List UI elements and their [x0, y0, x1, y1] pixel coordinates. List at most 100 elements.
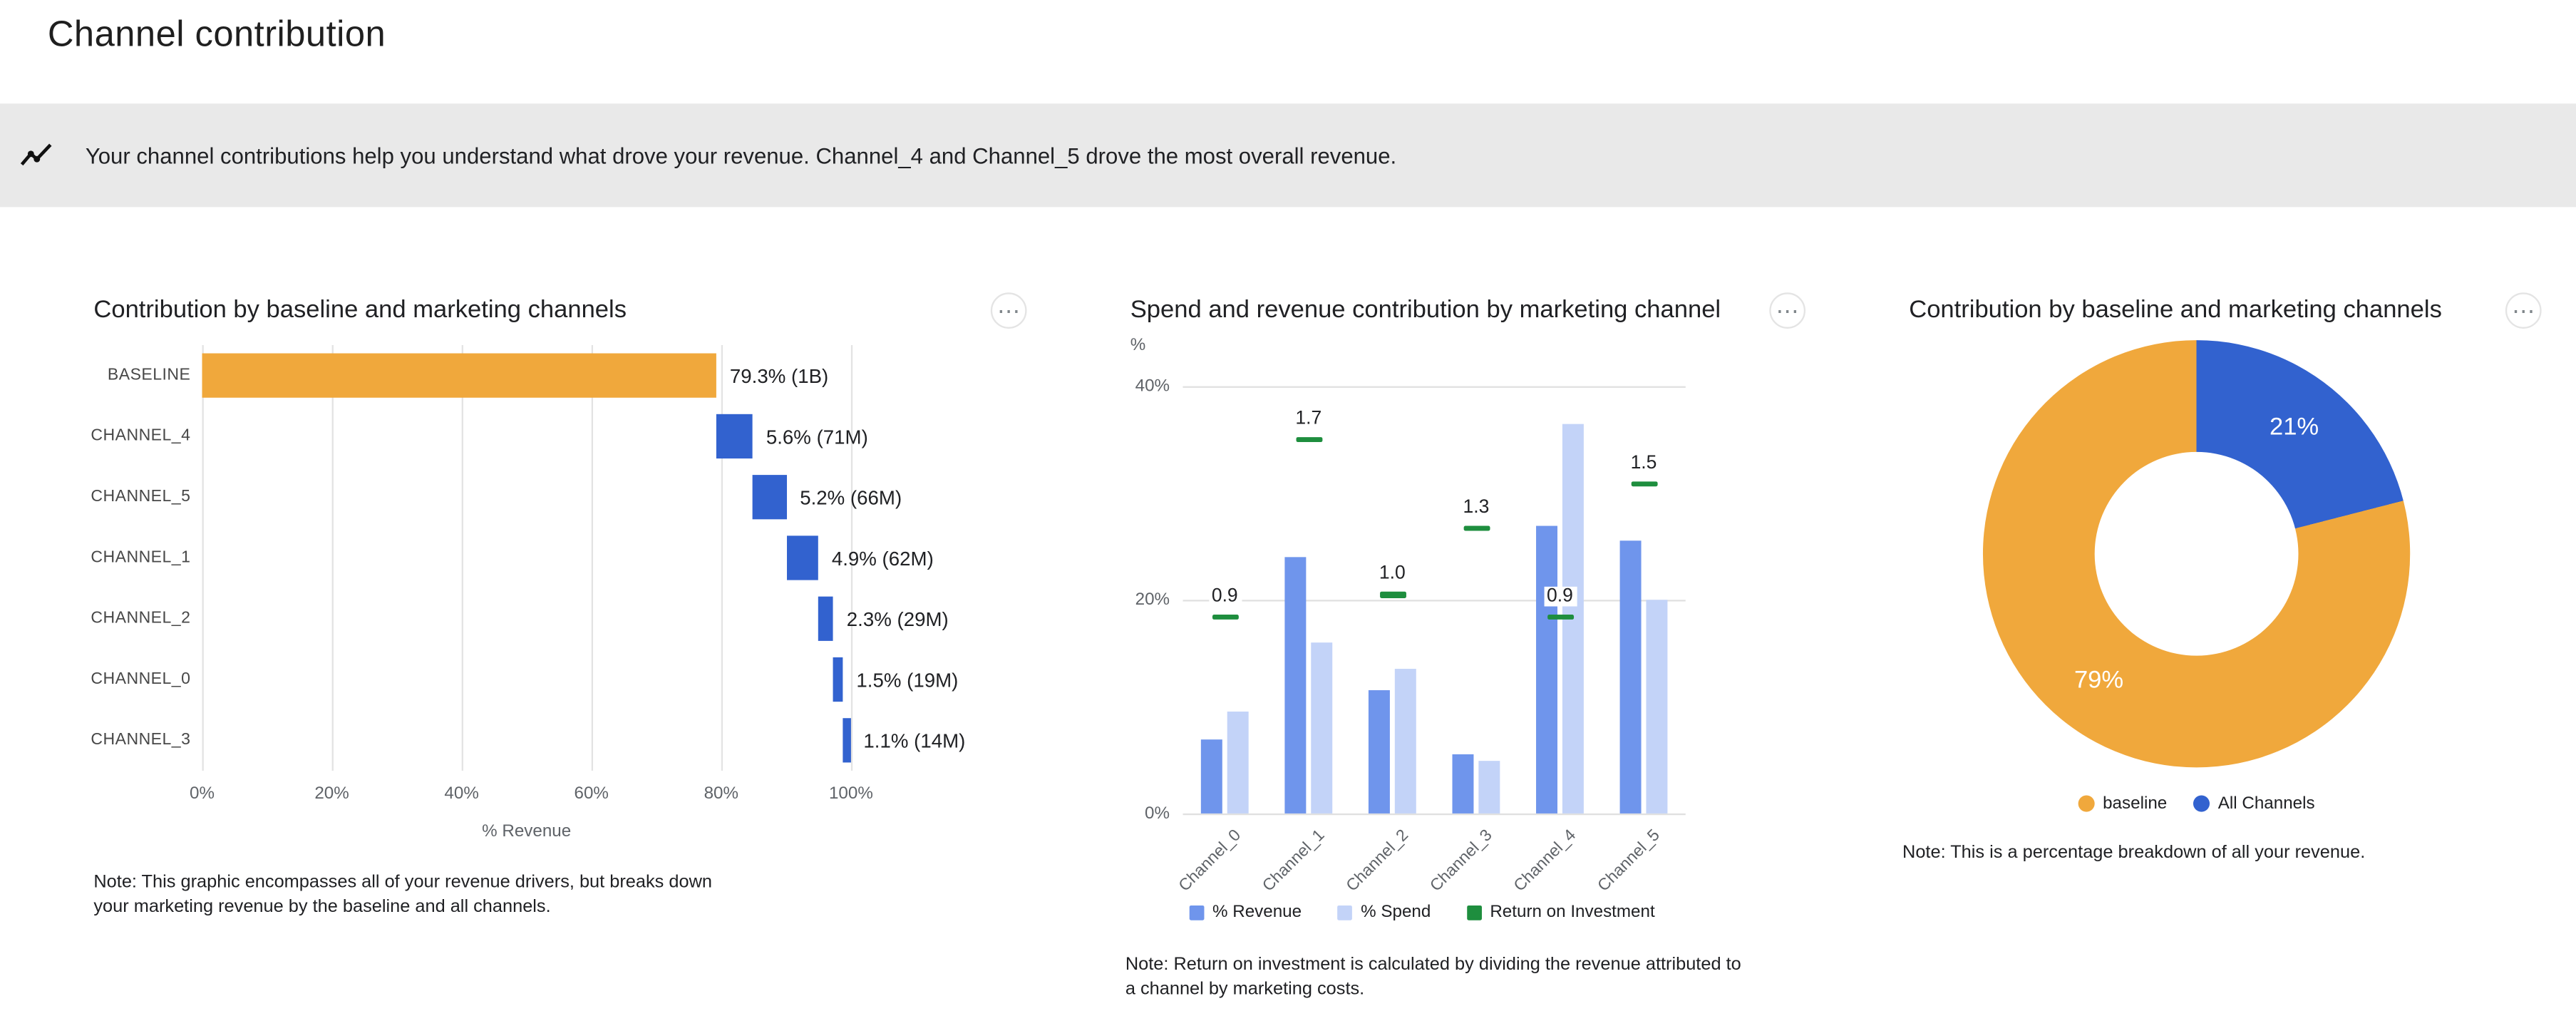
waterfall-bar: [753, 475, 787, 520]
legend-dot: [2078, 795, 2095, 812]
roi-value-label: 0.9: [1543, 585, 1577, 606]
more-horiz-icon: ⋯: [2512, 297, 2535, 323]
legend-item: baseline: [2078, 794, 2168, 814]
waterfall-x-tick-label: 60%: [574, 784, 609, 804]
grouped-gridline: [1183, 813, 1686, 816]
waterfall-gridline: [331, 345, 334, 771]
insight-banner-text: Your channel contributions help you unde…: [85, 143, 1397, 168]
roi-value-label: 1.3: [1459, 497, 1493, 517]
spend-revenue-legend: % Revenue % Spend Return on Investment: [1189, 902, 1655, 923]
legend-item: All Channels: [2193, 794, 2315, 814]
spend-bar: [1311, 642, 1333, 814]
roi-marker: [1379, 591, 1406, 597]
waterfall-value-label: 5.2% (66M): [800, 486, 902, 509]
grouped-y-tick-label: 0%: [1145, 804, 1170, 824]
waterfall-category-label: CHANNEL_5: [91, 488, 191, 506]
donut-hole: [2094, 451, 2299, 656]
spend-bar: [1646, 600, 1668, 814]
roi-marker: [1211, 613, 1238, 620]
spend-revenue-chart-title: Spend and revenue contribution by market…: [1130, 295, 1721, 324]
legend-label: baseline: [2103, 794, 2168, 814]
waterfall-value-label: 1.5% (19M): [856, 667, 959, 692]
roi-marker: [1630, 481, 1657, 487]
waterfall-category-label: CHANNEL_1: [91, 548, 191, 568]
revenue-bar: [1452, 754, 1474, 814]
waterfall-category-label: CHANNEL_3: [91, 731, 191, 750]
revenue-bar: [1284, 557, 1307, 814]
waterfall-chart-title: Contribution by baseline and marketing c…: [93, 295, 627, 324]
spend-revenue-note: Note: Return on investment is calculated…: [1125, 955, 1741, 999]
waterfall-x-tick-label: 40%: [444, 784, 479, 804]
waterfall-bar: [716, 414, 753, 459]
legend-swatch: [1189, 904, 1205, 920]
spend-bar: [1478, 759, 1500, 814]
waterfall-bar: [818, 596, 834, 641]
waterfall-gridline: [202, 345, 204, 771]
waterfall-bar: [843, 718, 850, 763]
waterfall-note: Note: This graphic encompasses all of yo…: [93, 872, 713, 916]
waterfall-x-tick-label: 0%: [189, 784, 215, 804]
grouped-gridline: [1183, 386, 1686, 388]
page-title: Channel contribution: [47, 13, 386, 55]
waterfall-x-axis-title: % Revenue: [482, 821, 572, 842]
waterfall-value-label: 1.1% (14M): [863, 729, 966, 752]
spend-bar: [1227, 712, 1249, 814]
donut-slice-label: 79%: [2073, 665, 2124, 694]
roi-value-label: 1.0: [1376, 563, 1409, 584]
roi-value-label: 0.9: [1208, 585, 1242, 606]
waterfall-category-label: BASELINE: [107, 366, 191, 385]
spend-revenue-more-options-button[interactable]: ⋯: [1769, 292, 1806, 329]
grouped-gridline: [1183, 600, 1686, 602]
waterfall-gridline: [591, 345, 594, 771]
waterfall-x-tick-label: 80%: [704, 784, 739, 804]
waterfall-gridline: [461, 345, 463, 771]
waterfall-bar: [202, 353, 717, 398]
waterfall-more-options-button[interactable]: ⋯: [990, 292, 1027, 329]
grouped-y-tick-label: 40%: [1135, 376, 1170, 396]
roi-marker: [1295, 436, 1322, 443]
insights-icon: [18, 137, 54, 173]
waterfall-value-label: 4.9% (62M): [831, 546, 934, 570]
waterfall-x-tick-label: 100%: [828, 784, 873, 804]
waterfall-category-label: CHANNEL_4: [91, 427, 191, 446]
legend-item: % Spend: [1337, 902, 1431, 923]
revenue-bar: [1536, 525, 1557, 814]
grouped-y-tick-label: 20%: [1135, 590, 1170, 610]
y-axis-unit-label: %: [1130, 335, 1146, 355]
legend-dot: [2193, 795, 2210, 812]
waterfall-value-label: 79.3% (1B): [729, 364, 829, 387]
legend-label: % Revenue: [1212, 902, 1302, 923]
legend-label: Return on Investment: [1490, 902, 1655, 923]
legend-swatch: [1337, 904, 1353, 920]
roi-marker: [1463, 525, 1490, 531]
spend-bar: [1394, 669, 1416, 814]
legend-label: All Channels: [2217, 794, 2315, 814]
waterfall-category-label: CHANNEL_2: [91, 610, 191, 628]
insight-banner: Your channel contributions help you unde…: [0, 103, 2576, 207]
revenue-bar: [1200, 739, 1222, 814]
revenue-bar: [1368, 690, 1390, 814]
waterfall-x-tick-label: 20%: [314, 784, 349, 804]
waterfall-value-label: 2.3% (29M): [846, 607, 949, 630]
waterfall-category-label: CHANNEL_0: [91, 670, 191, 689]
legend-item: % Revenue: [1189, 902, 1302, 923]
legend-label: % Spend: [1361, 902, 1431, 923]
donut-legend: baseline All Channels: [1983, 794, 2410, 814]
revenue-bar: [1619, 540, 1642, 814]
more-horiz-icon: ⋯: [997, 297, 1021, 323]
waterfall-gridline: [850, 345, 853, 771]
legend-swatch: [1467, 904, 1482, 920]
legend-item: Return on Investment: [1467, 902, 1655, 922]
donut-more-options-button[interactable]: ⋯: [2505, 292, 2542, 329]
roi-value-label: 1.7: [1292, 408, 1325, 429]
waterfall-value-label: 5.6% (71M): [766, 424, 868, 448]
donut-slice-label: 21%: [2269, 414, 2319, 442]
roi-value-label: 1.5: [1627, 452, 1661, 473]
roi-marker: [1547, 613, 1573, 620]
donut-chart-title: Contribution by baseline and marketing c…: [1909, 295, 2442, 324]
donut-note: Note: This is a percentage breakdown of …: [1902, 843, 2366, 863]
